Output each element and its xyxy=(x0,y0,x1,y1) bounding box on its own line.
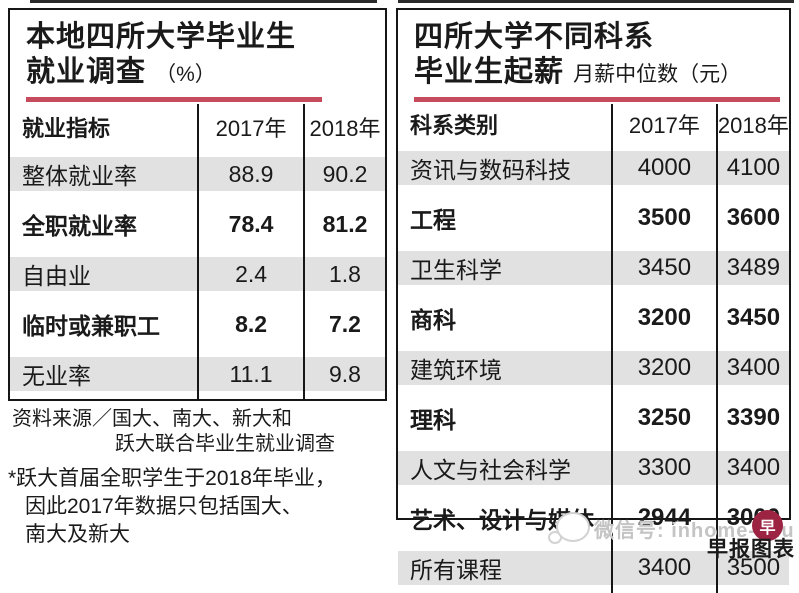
footnote-line1: *跃大首届全职学生于2018年毕业， xyxy=(8,467,336,490)
row-label: 临时或兼职工 xyxy=(22,313,160,339)
row-label: 理科 xyxy=(410,407,456,433)
table-row: 临时或兼职工 8.2 7.2 xyxy=(10,299,385,349)
value-2018: 9.8 xyxy=(303,349,385,399)
scan-artifact-line xyxy=(398,0,794,3)
table-row: 无业率 11.1 9.8 xyxy=(10,349,385,399)
row-label: 人文与社会科学 xyxy=(398,443,612,493)
value-2018: 90.2 xyxy=(303,149,385,199)
title-unit: 月薪中位数（元） xyxy=(573,63,742,86)
title-line1: 四所大学不同科系 xyxy=(414,21,655,53)
value-2018: 3400 xyxy=(715,443,789,493)
row-label: 整体就业率 xyxy=(10,149,199,199)
value-2017: 78.4 xyxy=(197,199,304,249)
source-line1: 资料来源／国大、南大、新大和 xyxy=(12,408,292,430)
value-2017: 2944 xyxy=(610,493,717,543)
row-label: 工程 xyxy=(410,207,456,233)
column-header-2017: 2017年 xyxy=(610,104,717,143)
row-label: 所有课程 xyxy=(398,543,612,593)
value-2017: 2.4 xyxy=(197,249,304,299)
salary-panel-title: 四所大学不同科系 毕业生起薪 月薪中位数（元） xyxy=(414,20,775,92)
value-2018: 3400 xyxy=(715,343,789,393)
value-2017: 4000 xyxy=(610,143,717,193)
table-header: 就业指标 2017年 2018年 xyxy=(10,104,385,149)
table-header: 科系类别 2017年 2018年 xyxy=(398,104,789,143)
row-label: 卫生科学 xyxy=(398,243,612,293)
source-note: 资料来源／国大、南大、新大和 跃大联合毕业生就业调查 xyxy=(12,407,335,457)
value-2017: 11.1 xyxy=(197,349,304,399)
table-row: 资讯与数码科技 4000 4100 xyxy=(398,143,789,193)
employment-panel-title: 本地四所大学毕业生 就业调查 （%） xyxy=(26,20,371,92)
scan-artifact-line xyxy=(30,0,377,3)
footnote-line3: 南大及新大 xyxy=(25,523,130,546)
wechat-id-text: 微信号: inhome-edu xyxy=(594,520,795,542)
source-line2: 跃大联合毕业生就业调查 xyxy=(115,433,335,455)
table-row: 自由业 2.4 1.8 xyxy=(10,249,385,299)
table-row: 工程 3500 3600 xyxy=(398,193,789,243)
chat-bubble-icon xyxy=(556,512,590,542)
value-2018: 4100 xyxy=(715,143,789,193)
table-row: 整体就业率 88.9 90.2 xyxy=(10,149,385,199)
column-header-2018: 2018年 xyxy=(303,104,385,149)
title-line1: 本地四所大学毕业生 xyxy=(26,21,297,53)
value-2017: 3200 xyxy=(610,293,717,343)
value-2017: 88.9 xyxy=(197,149,304,199)
title-line2: 就业调查 xyxy=(26,56,147,88)
value-2018: 81.2 xyxy=(303,199,385,249)
title-unit: （%） xyxy=(155,63,216,86)
table-row: 人文与社会科学 3300 3400 xyxy=(398,443,789,493)
column-header-category: 科系类别 xyxy=(410,112,499,138)
value-2018: 3489 xyxy=(715,243,789,293)
footnote-line2: 因此2017年数据只包括国大、 xyxy=(25,495,303,518)
employment-survey-panel: 本地四所大学毕业生 就业调查 （%） 就业指标 2017年 2018年 整体就业… xyxy=(8,8,387,401)
value-2018: 3450 xyxy=(715,293,789,343)
column-header-indicator: 就业指标 xyxy=(22,115,111,141)
row-label: 商科 xyxy=(410,307,456,333)
value-2018: 3390 xyxy=(715,393,789,443)
value-2018: 7.2 xyxy=(303,299,385,349)
row-label: 建筑环境 xyxy=(398,343,612,393)
table-row: 建筑环境 3200 3400 xyxy=(398,343,789,393)
starting-salary-panel: 四所大学不同科系 毕业生起薪 月薪中位数（元） 科系类别 2017年 2018年… xyxy=(396,8,791,593)
value-2017: 3500 xyxy=(610,193,717,243)
table-row: 卫生科学 3450 3489 xyxy=(398,243,789,293)
table-row: 商科 3200 3450 xyxy=(398,293,789,343)
title-line2: 毕业生起薪 xyxy=(414,56,565,88)
value-2017: 8.2 xyxy=(197,299,304,349)
zaobao-stamp-icon: 早 xyxy=(752,510,783,541)
value-2017: 3400 xyxy=(610,543,717,593)
row-label: 全职就业率 xyxy=(22,213,137,239)
value-2017: 3300 xyxy=(610,443,717,493)
title-underline xyxy=(414,97,780,102)
table-row: 理科 3250 3390 xyxy=(398,393,789,443)
row-label: 资讯与数码科技 xyxy=(398,143,612,193)
chart-credit: 早报图表 xyxy=(707,538,795,561)
row-label: 自由业 xyxy=(10,249,199,299)
title-underline xyxy=(26,97,322,102)
value-2017: 3450 xyxy=(610,243,717,293)
row-label: 无业率 xyxy=(10,349,199,399)
employment-table: 就业指标 2017年 2018年 整体就业率 88.9 90.2 全职就业率 7… xyxy=(10,104,385,399)
value-2018: 1.8 xyxy=(303,249,385,299)
value-2017: 3200 xyxy=(610,343,717,393)
value-2018: 3600 xyxy=(715,193,789,243)
column-header-2017: 2017年 xyxy=(197,104,304,149)
value-2017: 3250 xyxy=(610,393,717,443)
column-header-2018: 2018年 xyxy=(715,104,789,143)
table-row: 全职就业率 78.4 81.2 xyxy=(10,199,385,249)
footnote: *跃大首届全职学生于2018年毕业， 因此2017年数据只包括国大、 南大及新大 xyxy=(8,465,336,549)
